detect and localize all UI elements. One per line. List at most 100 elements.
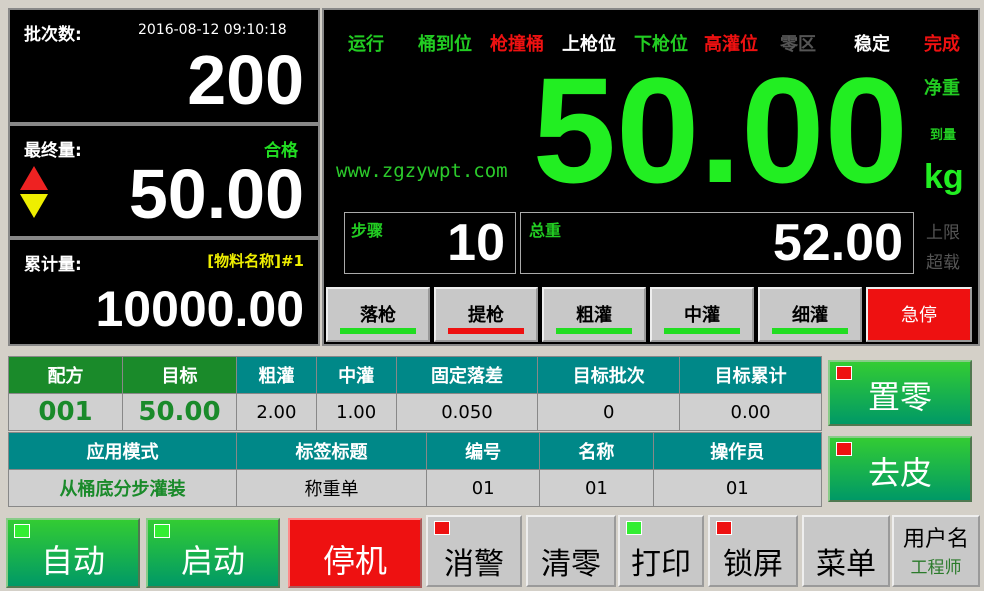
medium-fill-label: 中灌 (684, 305, 720, 326)
fine-fill-label: 细灌 (792, 305, 828, 326)
upper-limit-label: 上限 (926, 223, 960, 243)
up-arrow-icon (20, 166, 48, 190)
auto-indicator (14, 524, 30, 538)
target-value[interactable]: 50.00 (122, 393, 237, 431)
final-label: 最终量: (24, 141, 82, 161)
zero-indicator (836, 366, 852, 380)
down-arrow-icon (20, 194, 48, 218)
auto-button[interactable]: 自动 (6, 518, 140, 588)
auto-label: 自动 (40, 542, 105, 580)
gross-label: 总重 (529, 221, 562, 240)
alarm-indicator (434, 521, 450, 535)
fine-fill-button[interactable]: 细灌 (758, 287, 862, 342)
header-name: 名称 (539, 432, 654, 470)
header-medium: 中灌 (315, 356, 397, 394)
start-indicator (154, 524, 170, 538)
coarse-fill-indicator (556, 328, 632, 334)
status-stable: 稳定 (854, 34, 890, 55)
print-label: 打印 (631, 547, 691, 582)
lock-label: 锁屏 (723, 547, 783, 582)
clear-button[interactable]: 清零 (526, 515, 616, 587)
mode-table: 应用模式 标签标题 编号 名称 操作员 从桶底分步灌装 称重单 01 01 01 (8, 432, 823, 507)
status-bucket-in-place: 桶到位 (418, 34, 472, 55)
step-label: 步骤 (351, 221, 384, 240)
fixed-drop-value[interactable]: 0.050 (395, 393, 539, 431)
header-number: 编号 (425, 432, 541, 470)
zero-button[interactable]: 置零 (828, 360, 972, 426)
header-mode: 应用模式 (8, 432, 237, 470)
reached-label: 到量 (930, 128, 957, 143)
label-title-value[interactable]: 称重单 (236, 469, 427, 507)
recipe-value[interactable]: 001 (8, 393, 123, 431)
user-label: 用户名 (902, 527, 969, 552)
medium-fill-indicator (664, 328, 740, 334)
user-name: 工程师 (910, 558, 962, 578)
datetime: 2016-08-12 09:10:18 (138, 22, 287, 38)
name-value[interactable]: 01 (539, 469, 654, 507)
coarse-fill-button[interactable]: 粗灌 (542, 287, 646, 342)
watermark: www.zgzywpt.com (336, 160, 508, 182)
clear-alarm-label: 消警 (444, 547, 504, 582)
header-recipe: 配方 (8, 356, 123, 394)
material-name: [物料名称]#1 (207, 252, 304, 270)
cumulative-panel: 累计量: [物料名称]#1 10000.00 (8, 238, 320, 346)
cumulative-label: 累计量: (24, 255, 82, 275)
batch-value: 200 (187, 41, 304, 119)
lock-indicator (716, 521, 732, 535)
tare-button[interactable]: 去皮 (828, 436, 972, 502)
target-total-value[interactable]: 0.00 (679, 393, 822, 431)
start-button[interactable]: 启动 (146, 518, 280, 588)
header-target-total: 目标累计 (679, 356, 822, 394)
operator-value[interactable]: 01 (652, 469, 823, 507)
user-button[interactable]: 用户名 工程师 (892, 515, 980, 587)
print-indicator (626, 521, 642, 535)
step-box: 步骤 10 (344, 212, 516, 274)
coarse-fill-label: 粗灌 (576, 305, 612, 326)
status-gun-up: 上枪位 (562, 34, 616, 55)
medium-value[interactable]: 1.00 (315, 393, 397, 431)
emergency-stop-button[interactable]: 急停 (866, 287, 972, 342)
step-value: 10 (447, 214, 505, 272)
recipe-table: 配方 目标 粗灌 中灌 固定落差 目标批次 目标累计 001 50.00 2.0… (8, 356, 822, 431)
lock-screen-button[interactable]: 锁屏 (708, 515, 798, 587)
fine-fill-indicator (772, 328, 848, 334)
print-button[interactable]: 打印 (618, 515, 704, 587)
batch-panel: 批次数: 2016-08-12 09:10:18 200 (8, 8, 320, 124)
header-fixed-drop: 固定落差 (395, 356, 539, 394)
clear-alarm-button[interactable]: 消警 (426, 515, 522, 587)
lower-gun-button[interactable]: 落枪 (326, 287, 430, 342)
unit-label: kg (924, 158, 964, 196)
menu-button[interactable]: 菜单 (802, 515, 890, 587)
status-running: 运行 (348, 34, 384, 55)
header-label-title: 标签标题 (236, 432, 427, 470)
net-label: 净重 (924, 78, 960, 99)
number-value[interactable]: 01 (425, 469, 541, 507)
lower-gun-label: 落枪 (360, 305, 396, 326)
raise-gun-button[interactable]: 提枪 (434, 287, 538, 342)
cumulative-value: 10000.00 (95, 281, 304, 337)
status-gun-down: 下枪位 (634, 34, 688, 55)
header-target-batch: 目标批次 (537, 356, 681, 394)
stop-button[interactable]: 停机 (288, 518, 422, 588)
raise-gun-indicator (448, 328, 524, 334)
zero-label: 置零 (867, 378, 932, 416)
status-complete: 完成 (924, 34, 960, 55)
final-status: 合格 (264, 141, 298, 161)
lower-gun-indicator (340, 328, 416, 334)
status-high-fill: 高灌位 (704, 34, 758, 55)
coarse-value[interactable]: 2.00 (236, 393, 317, 431)
final-value: 50.00 (128, 155, 304, 233)
tare-label: 去皮 (867, 454, 932, 492)
header-coarse: 粗灌 (236, 356, 317, 394)
target-batch-value[interactable]: 0 (537, 393, 681, 431)
mode-value[interactable]: 从桶底分步灌装 (8, 469, 237, 507)
start-label: 启动 (180, 542, 245, 580)
gross-box: 总重 52.00 (520, 212, 914, 274)
overload-label: 超载 (926, 253, 960, 273)
gross-value: 52.00 (772, 214, 903, 272)
tare-indicator (836, 442, 852, 456)
raise-gun-label: 提枪 (468, 305, 504, 326)
medium-fill-button[interactable]: 中灌 (650, 287, 754, 342)
final-panel: 最终量: 合格 50.00 (8, 124, 320, 238)
header-target: 目标 (122, 356, 237, 394)
